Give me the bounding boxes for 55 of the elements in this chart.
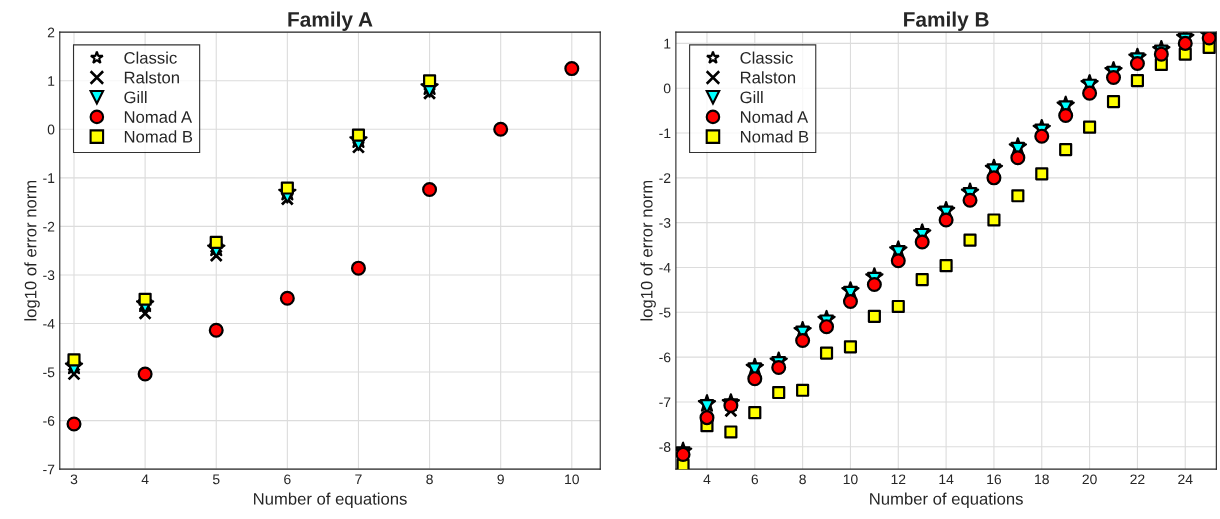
x-tick-label: 18 <box>1035 474 1049 485</box>
x-tick-label: 22 <box>1130 474 1145 485</box>
y-tick-label: -2 <box>659 173 671 183</box>
legend-label: Nomad B <box>124 130 193 143</box>
y-tick-label: 1 <box>664 38 671 49</box>
y-tick-label: -4 <box>659 262 671 273</box>
y-tick-label: -7 <box>43 464 55 475</box>
y-tick-label: -4 <box>43 318 55 329</box>
y-axis-title: log10 of error norm <box>640 180 656 321</box>
y-tick-label: 2 <box>47 27 55 38</box>
x-tick-label: 9 <box>497 474 504 485</box>
y-tick-label: -2 <box>43 221 55 232</box>
y-tick-label: -8 <box>659 442 671 452</box>
x-tick-label: 3 <box>70 474 78 485</box>
x-tick-label: 5 <box>212 474 220 485</box>
x-tick-label: 20 <box>1082 474 1097 485</box>
x-tick-label: 14 <box>939 474 954 485</box>
x-tick-label: 8 <box>426 474 433 485</box>
legend-label: Classic <box>124 51 177 64</box>
x-axis-title: Number of equations <box>254 492 407 509</box>
x-tick-label: 10 <box>565 474 579 485</box>
y-tick-label: -3 <box>43 270 55 281</box>
chart-title: Family B <box>904 11 989 31</box>
x-tick-label: 16 <box>987 474 1002 485</box>
legend-label: Nomad A <box>124 110 193 123</box>
y-axis-title: log10 of error norm <box>24 180 40 321</box>
x-tick-label: 7 <box>355 474 362 485</box>
y-tick-label: 0 <box>663 83 671 94</box>
legend-label: Classic <box>740 51 793 64</box>
legend-label: Gill <box>740 90 763 104</box>
x-tick-label: 6 <box>284 474 291 485</box>
legend-label: Ralston <box>740 71 796 84</box>
chart-title: Family A <box>288 11 373 31</box>
y-tick-label: -3 <box>659 218 671 228</box>
x-tick-label: 10 <box>843 474 858 485</box>
y-tick-label: 0 <box>47 124 55 135</box>
legend-label: Nomad A <box>740 110 809 123</box>
x-tick-label: 12 <box>891 474 906 485</box>
legend-label: Nomad B <box>740 130 809 143</box>
y-tick-label: -1 <box>43 173 55 183</box>
y-tick-label: 1 <box>48 76 55 86</box>
y-tick-label: -7 <box>659 397 671 407</box>
x-tick-label: 6 <box>751 474 759 485</box>
x-tick-label: 4 <box>703 474 711 485</box>
y-tick-label: -5 <box>43 367 55 378</box>
x-tick-label: 4 <box>141 474 149 485</box>
y-tick-label: -6 <box>43 415 55 426</box>
x-axis-title: Number of equations <box>870 492 1023 509</box>
legend-label: Ralston <box>124 71 179 84</box>
y-tick-label: -6 <box>659 352 671 363</box>
legend-label: Gill <box>124 90 147 104</box>
y-tick-label: -5 <box>659 307 671 318</box>
x-tick-label: 24 <box>1178 474 1193 485</box>
y-tick-label: -1 <box>659 128 671 139</box>
x-tick-label: 8 <box>799 474 806 485</box>
